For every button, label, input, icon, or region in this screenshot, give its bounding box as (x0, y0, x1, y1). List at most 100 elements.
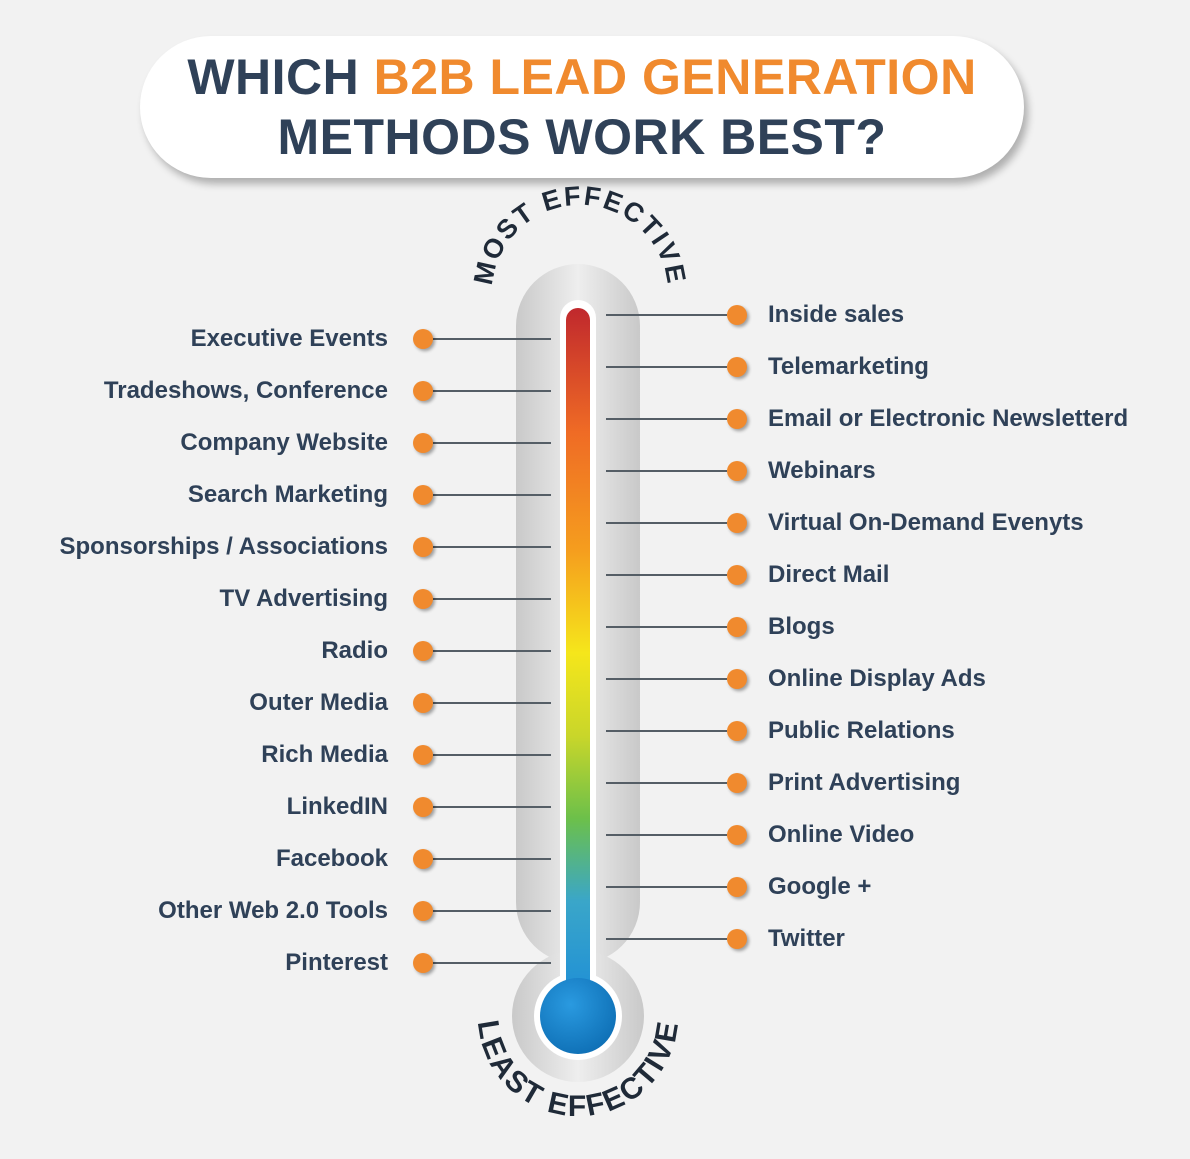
orange-bullet-icon (727, 357, 747, 377)
right-method-label: Public Relations (768, 717, 955, 744)
right-method-row: Email or Electronic Newsletterd (0, 404, 1190, 434)
orange-bullet-icon (727, 513, 747, 533)
orange-bullet-icon (727, 305, 747, 325)
left-method-row: Radio (0, 636, 1190, 666)
right-method-label: Virtual On-Demand Evenyts (768, 509, 1084, 536)
connector-line (606, 522, 727, 524)
orange-bullet-icon (413, 589, 433, 609)
orange-bullet-icon (413, 745, 433, 765)
left-method-row: TV Advertising (0, 584, 1190, 614)
orange-bullet-icon (413, 641, 433, 661)
connector-line (433, 338, 551, 340)
connector-line (433, 442, 551, 444)
right-method-label: Online Video (768, 821, 915, 848)
right-method-label: Google + (768, 873, 872, 900)
orange-bullet-icon (413, 485, 433, 505)
right-method-label: Direct Mail (768, 561, 890, 588)
title-accent: B2B LEAD GENERATION (373, 49, 977, 105)
right-method-label: Twitter (768, 925, 845, 952)
connector-line (433, 494, 551, 496)
right-method-row: Public Relations (0, 716, 1190, 746)
orange-bullet-icon (413, 329, 433, 349)
orange-bullet-icon (727, 409, 747, 429)
left-method-label: Outer Media (249, 689, 388, 716)
orange-bullet-icon (727, 461, 747, 481)
orange-bullet-icon (727, 617, 747, 637)
left-method-label: LinkedIN (286, 793, 388, 820)
left-method-label: TV Advertising (219, 585, 388, 612)
left-method-row: Pinterest (0, 948, 1190, 978)
left-method-label: Other Web 2.0 Tools (158, 897, 388, 924)
connector-line (433, 754, 551, 756)
left-method-label: Radio (321, 637, 388, 664)
connector-line (606, 678, 727, 680)
right-method-label: Inside sales (768, 301, 905, 328)
connector-line (433, 962, 551, 964)
orange-bullet-icon (727, 721, 747, 741)
orange-bullet-icon (727, 669, 747, 689)
left-method-row: Executive Events (0, 324, 1190, 354)
right-method-label: Email or Electronic Newsletterd (768, 405, 1129, 432)
right-method-row: Online Display Ads (0, 664, 1190, 694)
left-method-label: Facebook (275, 845, 388, 872)
connector-line (433, 702, 551, 704)
left-method-label: Tradeshows, Conference (103, 377, 388, 404)
right-method-label: Print Advertising (768, 769, 961, 796)
connector-line (433, 650, 551, 652)
connector-line (606, 314, 727, 316)
right-method-label: Blogs (768, 613, 835, 640)
orange-bullet-icon (413, 901, 433, 921)
thermometer-mercury (540, 308, 616, 1054)
right-method-row: Webinars (0, 456, 1190, 486)
right-method-row: Print Advertising (0, 768, 1190, 798)
connector-line (606, 938, 727, 940)
title-banner: WHICH B2B LEAD GENERATION METHODS WORK B… (140, 36, 1024, 178)
orange-bullet-icon (413, 849, 433, 869)
connector-line (606, 470, 727, 472)
orange-bullet-icon (413, 953, 433, 973)
connector-line (606, 366, 727, 368)
left-method-label: Search Marketing (187, 481, 388, 508)
right-method-row: Google + (0, 872, 1190, 902)
orange-bullet-icon (413, 537, 433, 557)
right-method-row: Twitter (0, 924, 1190, 954)
orange-bullet-icon (413, 433, 433, 453)
connector-line (606, 418, 727, 420)
orange-bullet-icon (727, 773, 747, 793)
right-method-row: Blogs (0, 612, 1190, 642)
left-method-row: LinkedIN (0, 792, 1190, 822)
right-method-row: Virtual On-Demand Evenyts (0, 508, 1190, 538)
connector-line (606, 626, 727, 628)
left-method-row: Company Website (0, 428, 1190, 458)
title-prefix: WHICH (187, 49, 374, 105)
orange-bullet-icon (413, 797, 433, 817)
right-method-row: Online Video (0, 820, 1190, 850)
connector-line (433, 546, 551, 548)
left-method-label: Sponsorships / Associations (59, 533, 388, 560)
right-method-row: Telemarketing (0, 352, 1190, 382)
connector-line (606, 886, 727, 888)
connector-line (433, 806, 551, 808)
right-method-label: Online Display Ads (768, 665, 986, 692)
right-method-label: Webinars (768, 457, 876, 484)
left-method-label: Rich Media (261, 741, 388, 768)
orange-bullet-icon (727, 565, 747, 585)
right-method-row: Direct Mail (0, 560, 1190, 590)
connector-line (606, 834, 727, 836)
title-line-2: METHODS WORK BEST? (277, 109, 887, 165)
left-method-row: Rich Media (0, 740, 1190, 770)
connector-line (606, 730, 727, 732)
left-method-label: Pinterest (285, 949, 388, 976)
connector-line (433, 858, 551, 860)
connector-line (606, 782, 727, 784)
left-method-row: Other Web 2.0 Tools (0, 896, 1190, 926)
left-method-label: Executive Events (190, 325, 388, 352)
left-method-row: Search Marketing (0, 480, 1190, 510)
orange-bullet-icon (727, 877, 747, 897)
right-method-row: Inside sales (0, 300, 1190, 330)
connector-line (606, 574, 727, 576)
orange-bullet-icon (727, 929, 747, 949)
left-method-row: Tradeshows, Conference (0, 376, 1190, 406)
title-line-1: WHICH B2B LEAD GENERATION (187, 47, 976, 107)
left-method-row: Sponsorships / Associations (0, 532, 1190, 562)
